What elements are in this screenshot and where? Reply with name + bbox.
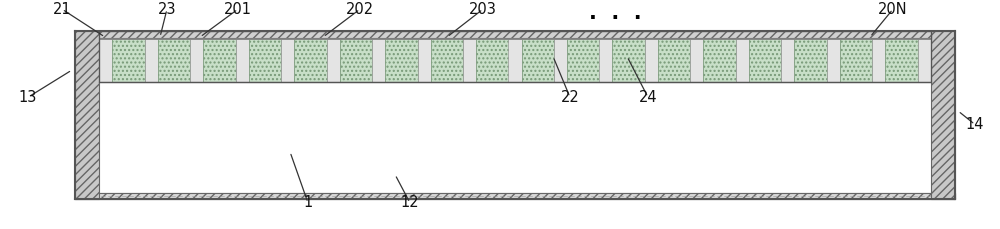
Text: 203: 203 xyxy=(469,2,497,17)
Text: 201: 201 xyxy=(224,2,252,17)
Text: ·  ·  ·: · · · xyxy=(589,8,641,28)
Bar xyxy=(476,39,509,82)
Text: 14: 14 xyxy=(966,117,984,132)
Text: 23: 23 xyxy=(158,2,176,17)
Bar xyxy=(567,39,600,82)
Bar xyxy=(736,39,749,82)
Bar xyxy=(840,39,872,82)
Text: 21: 21 xyxy=(53,2,71,17)
Bar xyxy=(99,31,931,38)
Bar xyxy=(340,39,372,82)
Bar xyxy=(599,39,612,82)
Bar xyxy=(75,31,955,199)
Bar xyxy=(236,39,249,82)
Bar xyxy=(99,38,931,39)
Bar xyxy=(158,39,190,82)
Bar xyxy=(690,39,703,82)
Bar xyxy=(75,31,99,199)
Text: 202: 202 xyxy=(346,2,374,17)
Bar xyxy=(658,39,690,82)
Bar xyxy=(112,39,144,82)
Bar xyxy=(827,39,840,82)
Bar xyxy=(522,39,554,82)
Bar xyxy=(281,39,294,82)
Bar xyxy=(463,39,476,82)
Text: 22: 22 xyxy=(561,90,579,105)
Bar xyxy=(99,31,931,82)
Bar xyxy=(294,39,326,82)
Bar xyxy=(326,39,340,82)
Text: 13: 13 xyxy=(19,90,37,105)
Bar xyxy=(145,39,158,82)
Bar xyxy=(75,193,955,199)
Text: 1: 1 xyxy=(303,195,313,210)
Bar xyxy=(794,39,827,82)
Bar xyxy=(612,39,645,82)
Bar xyxy=(781,39,794,82)
Bar xyxy=(645,39,658,82)
Bar xyxy=(249,39,281,82)
Bar xyxy=(203,39,236,82)
Bar xyxy=(385,39,418,82)
Bar xyxy=(886,39,918,82)
Bar xyxy=(749,39,781,82)
Bar xyxy=(372,39,385,82)
Bar xyxy=(430,39,463,82)
Bar xyxy=(75,193,955,199)
Bar xyxy=(703,39,736,82)
Bar xyxy=(931,31,955,199)
Text: 20N: 20N xyxy=(878,2,908,17)
Text: 24: 24 xyxy=(639,90,657,105)
Bar xyxy=(918,39,931,82)
Bar xyxy=(190,39,203,82)
Bar xyxy=(554,39,567,82)
Bar xyxy=(508,39,522,82)
Bar xyxy=(418,39,430,82)
Text: 12: 12 xyxy=(401,195,419,210)
Bar xyxy=(99,39,112,82)
Bar xyxy=(872,39,886,82)
